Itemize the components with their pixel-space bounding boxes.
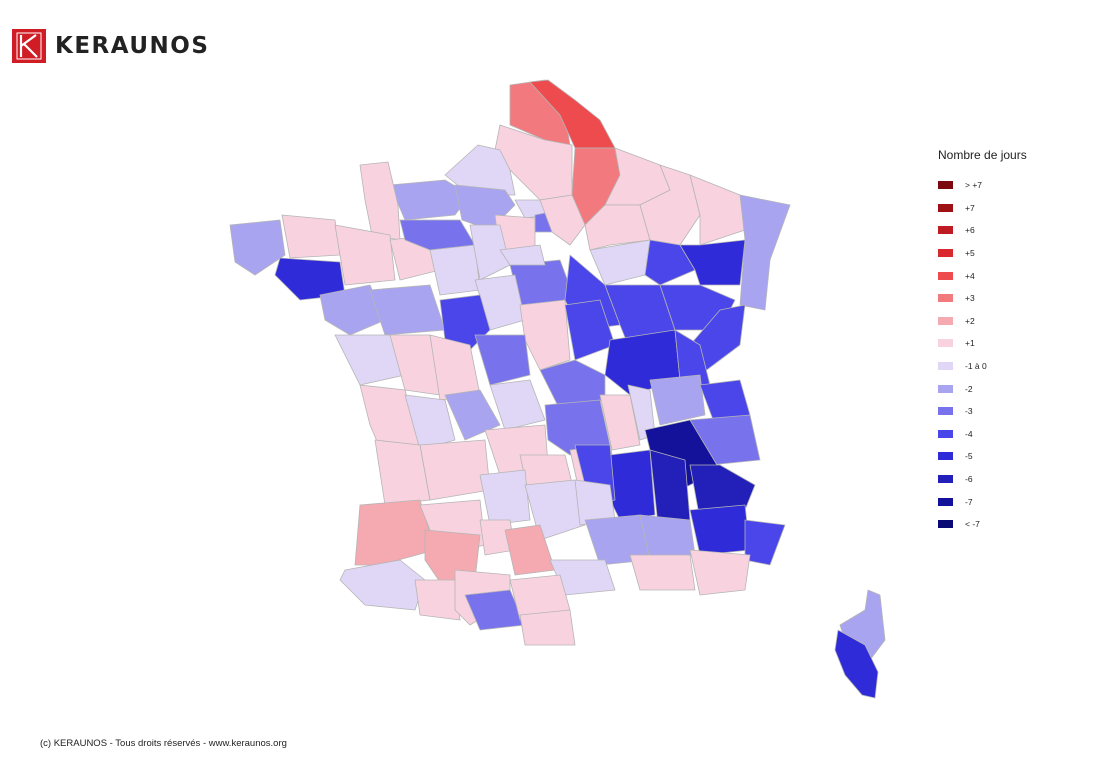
legend-item: -7: [938, 490, 1027, 513]
region-charente: [404, 394, 456, 451]
legend-swatch: [938, 294, 953, 303]
region-maine-loire: [369, 284, 446, 336]
region-manche: [359, 161, 401, 241]
region-corse-du-sud: [834, 629, 879, 699]
region-oise: [539, 194, 586, 246]
legend-label: +2: [965, 315, 975, 326]
region-cher: [519, 299, 571, 371]
region-sarthe: [429, 244, 481, 296]
region-hautes-pyrenees: [414, 579, 461, 621]
region-lot: [479, 469, 531, 526]
legend-swatch: [938, 316, 953, 325]
legend-item: -1 à 0: [938, 355, 1027, 378]
brand-name: KERAUNOS: [55, 33, 210, 59]
region-var: [689, 549, 751, 596]
legend-item: -2: [938, 377, 1027, 400]
region-bouches-rhone: [629, 554, 696, 591]
legend-label: +3: [965, 293, 975, 304]
legend-swatch: [938, 362, 953, 371]
region-essonne: [499, 244, 546, 266]
region-nord-east: [529, 79, 616, 149]
legend-item: +5: [938, 242, 1027, 265]
legend-item: -6: [938, 468, 1027, 491]
legend-item: +4: [938, 264, 1027, 287]
legend-title: Nombre de jours: [938, 148, 1027, 162]
legend-label: +6: [965, 225, 975, 236]
legend-item: +3: [938, 287, 1027, 310]
map-legend: Nombre de jours > +7 +7 +6 +5 +4 +3 +2 +…: [938, 148, 1027, 536]
legend-swatch: [938, 203, 953, 212]
legend-swatch: [938, 339, 953, 348]
legend-label: -7: [965, 496, 973, 507]
region-doubs: [689, 304, 746, 376]
legend-item: < -7: [938, 513, 1027, 536]
region-haute-marne: [644, 239, 696, 286]
legend-label: +1: [965, 338, 975, 349]
region-pyrenees-atlantiques: [339, 559, 426, 611]
legend-swatch: [938, 475, 953, 484]
region-loire-atlantique: [319, 284, 386, 336]
legend-item: +7: [938, 197, 1027, 220]
region-pyrenees-orientales: [519, 609, 576, 646]
region-landes: [354, 499, 436, 566]
region-creuse: [489, 379, 546, 431]
region-vaucluse: [639, 514, 696, 561]
legend-label: -2: [965, 383, 973, 394]
legend-swatch: [938, 497, 953, 506]
legend-label: < -7: [965, 519, 980, 530]
legend-label: -3: [965, 406, 973, 417]
legend-item: +6: [938, 219, 1027, 242]
legend-item: -3: [938, 400, 1027, 423]
logo-mark-icon: [12, 29, 46, 63]
legend-swatch: [938, 452, 953, 461]
legend-label: +5: [965, 248, 975, 259]
legend-swatch: [938, 249, 953, 258]
legend-label: -1 à 0: [965, 361, 987, 372]
legend-item: -5: [938, 445, 1027, 468]
legend-swatch: [938, 271, 953, 280]
region-allier: [539, 359, 606, 411]
legend-swatch: [938, 384, 953, 393]
legend-label: +4: [965, 270, 975, 281]
region-dordogne: [419, 439, 491, 501]
region-vosges: [679, 239, 746, 286]
region-haute-vienne: [444, 389, 501, 441]
legend-swatch: [938, 181, 953, 190]
region-ain: [649, 374, 706, 426]
legend-swatch: [938, 407, 953, 416]
region-alpes-maritimes: [744, 519, 786, 566]
region-finistere: [229, 219, 286, 276]
region-alpes-hte-provence: [689, 504, 751, 556]
region-cotes-armor: [281, 214, 341, 259]
legend-swatch: [938, 520, 953, 529]
region-indre: [474, 334, 531, 386]
legend-item: +1: [938, 332, 1027, 355]
region-moselle: [689, 174, 746, 246]
legend-swatch: [938, 429, 953, 438]
copyright-footer: (c) KERAUNOS - Tous droits réservés - ww…: [40, 738, 287, 749]
keraunos-logo: KERAUNOS: [12, 29, 209, 63]
legend-swatch: [938, 226, 953, 235]
legend-label: > +7: [965, 180, 983, 191]
legend-label: +7: [965, 202, 975, 213]
legend-label: -5: [965, 451, 973, 462]
legend-item: -4: [938, 423, 1027, 446]
legend-label: -4: [965, 428, 973, 439]
legend-item: > +7: [938, 174, 1027, 197]
region-alsace: [739, 194, 791, 311]
legend-item: +2: [938, 310, 1027, 333]
region-loire: [599, 394, 641, 451]
region-ille-vilaine: [334, 224, 396, 286]
legend-label: -6: [965, 474, 973, 485]
region-drome: [649, 449, 691, 526]
